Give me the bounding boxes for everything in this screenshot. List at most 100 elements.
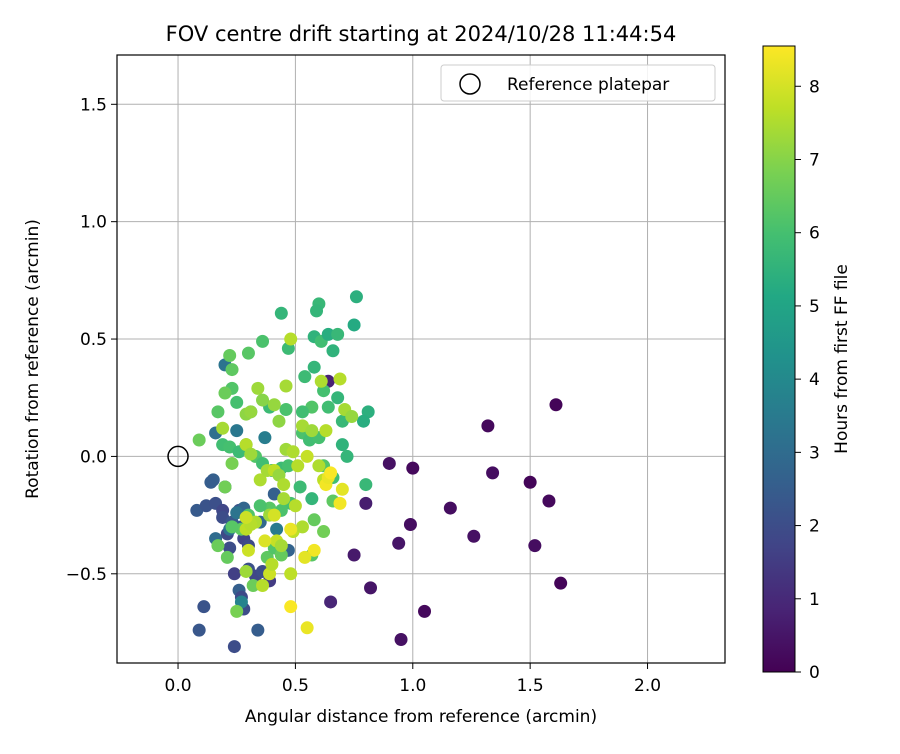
data-point [241,543,255,557]
colorbar-tick-label: 8 [809,77,820,97]
data-point [225,456,239,470]
data-point [227,640,241,654]
data-point [192,433,206,447]
x-tick-label: 1.0 [399,676,426,696]
data-point [356,414,370,428]
data-point [467,529,481,543]
x-tick-label: 0.5 [282,676,309,696]
data-point [253,473,267,487]
data-point [267,398,281,412]
data-point [310,304,324,318]
data-point [359,478,373,492]
data-point [227,567,241,581]
data-point [403,517,417,531]
data-point [394,633,408,647]
y-gridlines [117,103,725,575]
colorbar-tick-label: 5 [809,297,820,317]
y-tick-label: 0.5 [80,330,107,350]
data-point [317,525,331,539]
data-point [246,579,260,593]
data-point [305,424,319,438]
colorbar-tick-label: 7 [809,150,820,170]
data-point [347,318,361,332]
x-tick-label: 1.5 [517,676,544,696]
data-point [279,402,293,416]
data-point [284,332,298,346]
data-point [223,348,237,362]
plot-frame [116,54,726,664]
data-point [211,539,225,553]
data-point [267,508,281,522]
data-point [305,492,319,506]
data-point [298,370,312,384]
reference-platepar-marker [167,445,189,468]
data-point [321,400,335,414]
data-point [281,459,295,473]
data-point [523,475,537,489]
data-point [286,445,300,459]
data-point [251,623,265,637]
y-tick-label: −0.5 [66,565,107,585]
colorbar-tick-label: 1 [809,590,820,610]
x-axis-ticks: 0.0 0.5 1.0 1.5 2.0 [165,663,661,696]
data-point [295,520,309,534]
data-point [256,579,270,593]
colorbar-label: Hours from first FF file [832,264,852,454]
data-point [554,576,568,590]
data-point [333,496,347,510]
data-point [253,499,267,513]
y-tick-label: 1.5 [80,95,107,115]
data-point [321,327,335,341]
data-point [244,447,258,461]
data-point [258,431,272,445]
legend-label: Reference platepar [507,75,669,95]
data-point [284,567,298,581]
data-point [542,494,556,508]
data-point [349,290,363,304]
data-point [486,466,500,480]
data-point [220,550,234,564]
data-point [312,459,326,473]
data-point [335,482,349,496]
colorbar-tick-label: 4 [809,370,820,390]
data-point [418,604,432,618]
colorbar-ticks: 0 1 2 3 4 5 6 7 8 [795,77,820,683]
data-point [277,492,291,506]
data-point [284,600,298,614]
data-point [216,421,230,435]
colorbar-tick-label: 0 [809,663,820,683]
data-point [364,581,378,595]
x-axis-label: Angular distance from reference (arcmin) [245,707,597,727]
colorbar-tick-label: 6 [809,224,820,244]
data-point [345,410,359,424]
data-point [340,449,354,463]
y-tick-label: 1.0 [80,213,107,233]
data-point [284,522,298,536]
data-point [204,475,218,489]
data-point [392,536,406,550]
data-point [265,557,279,571]
x-tick-label: 0.0 [165,676,192,696]
legend: Reference platepar [440,64,716,102]
data-point [230,604,244,618]
data-point [295,405,309,419]
data-point [225,363,239,377]
data-point [314,374,328,388]
data-point [331,327,345,341]
x-tick-label: 2.0 [634,676,661,696]
chart-title: FOV centre drift starting at 2024/10/28 … [166,22,677,46]
data-point [258,534,272,548]
data-point [335,438,349,452]
data-point [272,414,286,428]
data-point [218,386,232,400]
x-gridlines [177,55,649,663]
data-point [218,480,232,494]
colorbar-gradient [762,45,796,673]
data-point [192,623,206,637]
data-point [270,522,284,536]
data-point [307,360,321,374]
data-point [293,480,307,494]
data-point [443,501,457,515]
